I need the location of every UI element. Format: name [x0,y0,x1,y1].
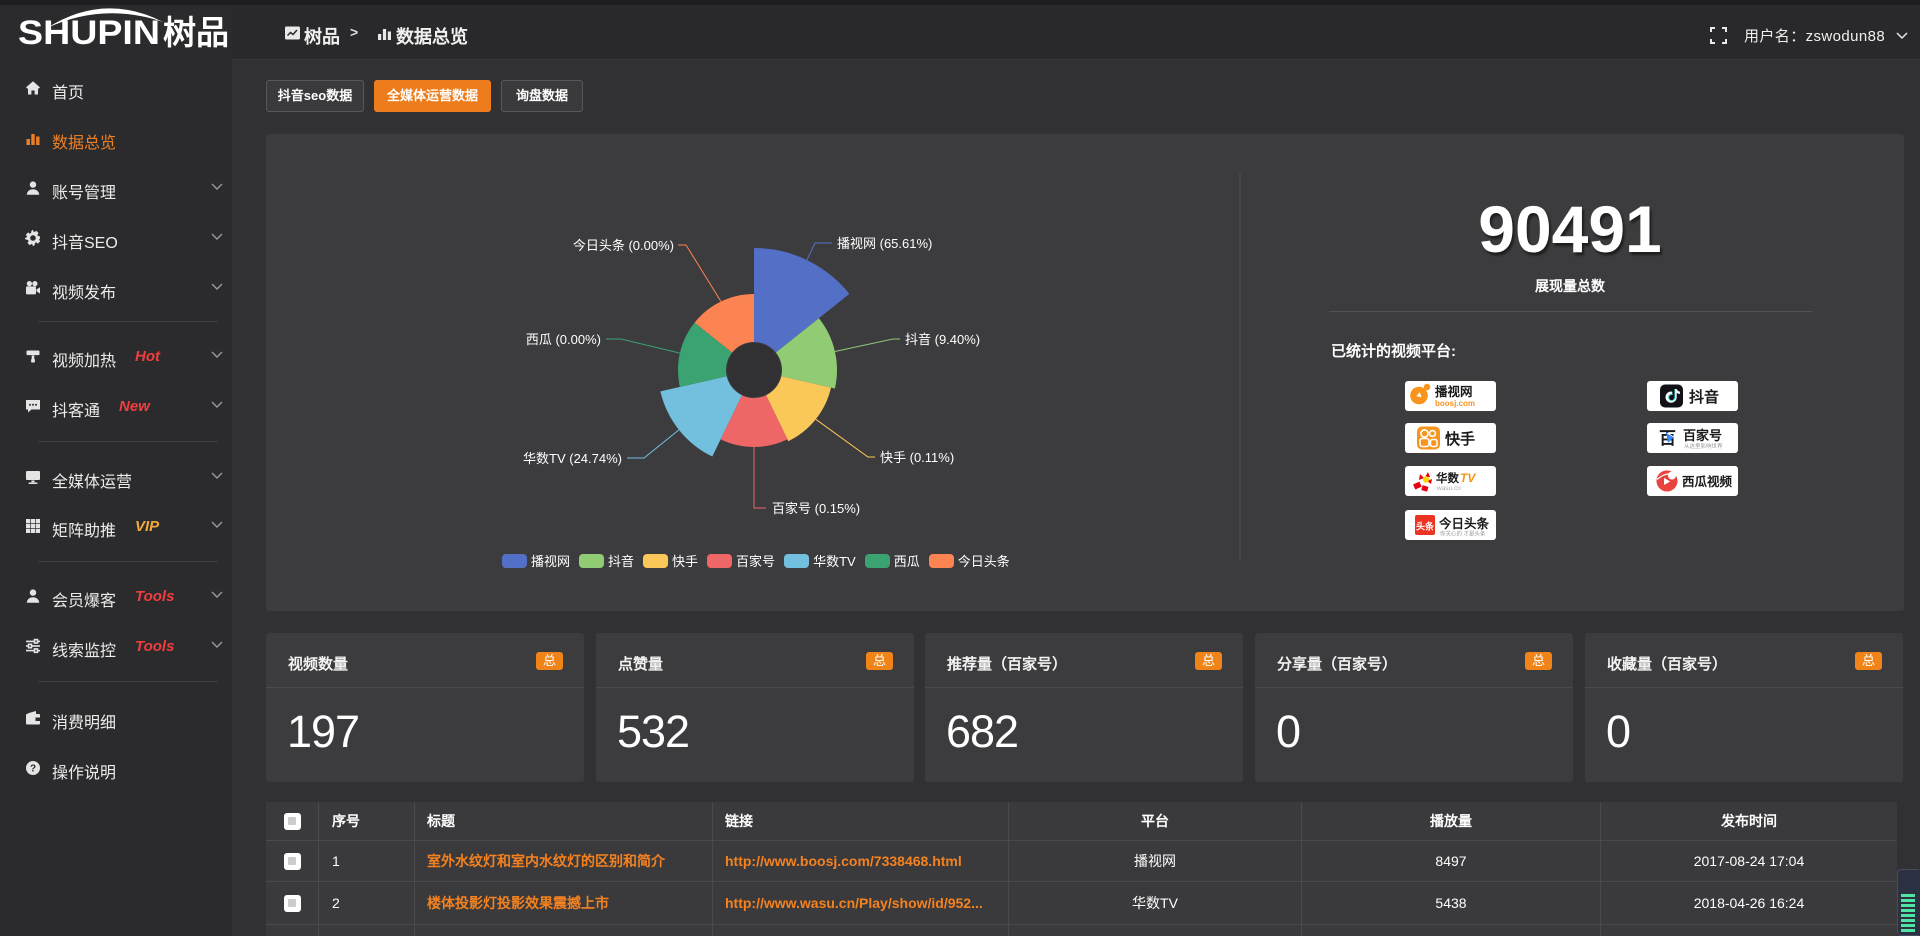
svg-text:树品: 树品 [163,14,229,51]
svg-text:快手: 快手 [1445,430,1475,448]
svg-text:抖音: 抖音 [1689,388,1719,406]
svg-text:头条: 头条 [1416,521,1435,532]
svg-text:播视网: 播视网 [1435,384,1473,399]
svg-text:从这里影响世界: 从这里影响世界 [1684,442,1723,450]
svg-text:boosj.com: boosj.com [1435,399,1475,408]
svg-text:今日头条 (0.00%): 今日头条 (0.00%) [573,238,674,253]
svg-text:SHUPIN: SHUPIN [18,14,160,52]
svg-text:百家号 (0.15%): 百家号 (0.15%) [772,501,860,516]
svg-text:播视网 (65.61%): 播视网 (65.61%) [837,236,932,251]
svg-text:抖音 (9.40%): 抖音 (9.40%) [905,332,980,347]
svg-text:?: ? [30,764,36,775]
svg-text:今日头条: 今日头条 [1438,516,1490,531]
svg-text:华数TV (24.74%): 华数TV (24.74%) [523,451,622,466]
svg-text:你关心的 才是头条: 你关心的 才是头条 [1440,530,1486,538]
svg-text:百家号: 百家号 [1683,428,1722,443]
svg-text:西瓜 (0.00%): 西瓜 (0.00%) [526,332,601,347]
svg-text:wasu.cn: wasu.cn [1436,485,1461,492]
svg-text:TV: TV [1460,471,1476,485]
svg-text:西瓜视频: 西瓜视频 [1682,474,1733,489]
svg-text:华数: 华数 [1436,471,1459,485]
svg-text:快手 (0.11%): 快手 (0.11%) [880,450,954,465]
